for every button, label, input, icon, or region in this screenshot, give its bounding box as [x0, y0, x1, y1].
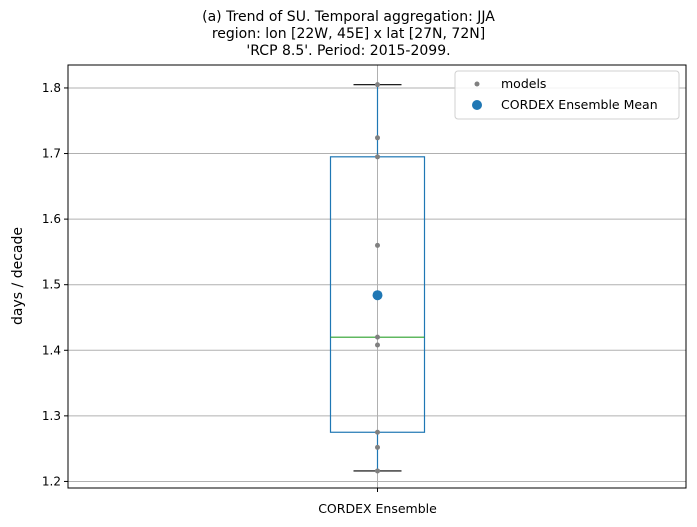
chart-title-line-1: (a) Trend of SU. Temporal aggregation: J… — [202, 9, 495, 25]
y-tick-label: 1.5 — [42, 278, 61, 292]
model-point — [375, 444, 380, 450]
legend-models-marker — [474, 81, 480, 87]
legend-mean-marker — [472, 100, 482, 110]
y-tick-label: 1.4 — [42, 343, 61, 357]
axis-layer: 1.2 1.3 1.4 1.5 1.6 1.7 1.8 CORDEX Ensemble — [42, 81, 437, 516]
model-point — [375, 154, 380, 160]
legend-frame — [454, 70, 680, 120]
model-point — [375, 429, 380, 435]
y-axis-label: days / decade — [10, 227, 26, 325]
model-point — [375, 135, 380, 141]
x-tick-label: CORDEX Ensemble — [318, 501, 437, 516]
model-point — [375, 468, 380, 474]
legend: models CORDEX Ensemble Mean — [454, 70, 680, 120]
model-point — [375, 334, 380, 340]
y-tick-label: 1.2 — [42, 474, 61, 488]
y-tick-label: 1.6 — [42, 212, 61, 226]
chart-title-line-3: 'RCP 8.5'. Period: 2015-2099. — [246, 43, 451, 59]
grid-layer — [68, 65, 686, 488]
y-tick-label: 1.3 — [42, 409, 61, 423]
y-tick-label: 1.7 — [42, 147, 61, 161]
model-point — [375, 342, 380, 348]
model-point — [375, 242, 380, 248]
ensemble-mean-point — [372, 290, 383, 301]
model-point — [375, 82, 380, 88]
points-layer — [372, 82, 383, 474]
legend-mean-label: CORDEX Ensemble Mean — [501, 97, 658, 112]
y-tick-label: 1.8 — [42, 81, 61, 95]
chart-title-line-2: region: lon [22W, 45E] x lat [27N, 72N] — [211, 26, 486, 42]
legend-models-label: models — [501, 76, 546, 91]
